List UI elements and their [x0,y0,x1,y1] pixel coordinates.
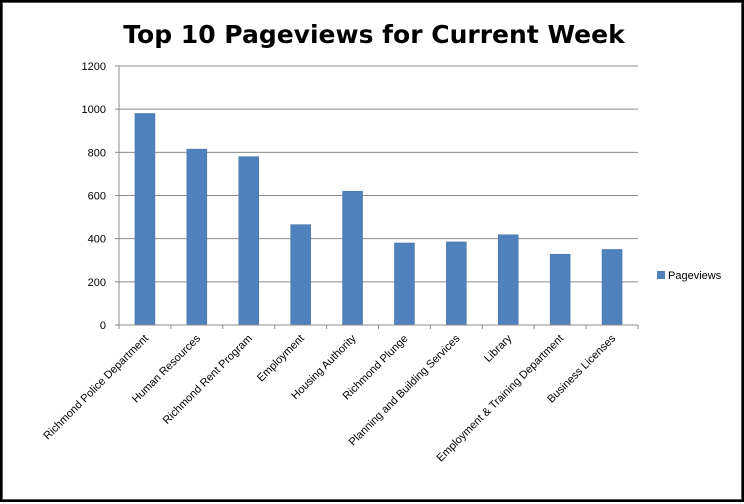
x-category-label: Richmond Police Department [41,333,151,443]
y-tick-label: 400 [88,234,106,246]
y-tick-label: 1200 [82,61,106,73]
y-tick-labels: 0 200 400 600 800 1000 1200 [82,61,119,332]
bar-1 [134,113,156,326]
bar-10 [601,249,623,326]
bar-8 [498,234,519,326]
bar-4 [290,224,311,326]
y-tick-label: 0 [100,320,106,332]
bars [134,113,623,326]
y-tick-label: 1000 [82,104,106,116]
bar-7 [446,241,467,326]
chart-title: Top 10 Pageviews for Current Week [123,20,626,49]
y-tick-label: 200 [88,277,106,289]
y-tick-label: 800 [88,147,106,159]
bar-2 [186,148,208,326]
legend-label-pageviews: Pageviews [668,270,722,282]
x-category-label: Planning and Building Services [347,332,463,448]
bar-6 [394,242,415,326]
bar-5 [342,190,363,326]
legend-swatch-pageviews [657,271,665,279]
bar-9 [549,253,571,326]
y-tick-label: 600 [88,191,106,203]
x-category-label: Library [482,332,515,365]
legend: Pageviews [657,270,722,282]
bar-3 [238,156,259,326]
x-category-label: Employment [255,333,307,385]
x-category-label: Richmond Rent Program [161,333,255,427]
